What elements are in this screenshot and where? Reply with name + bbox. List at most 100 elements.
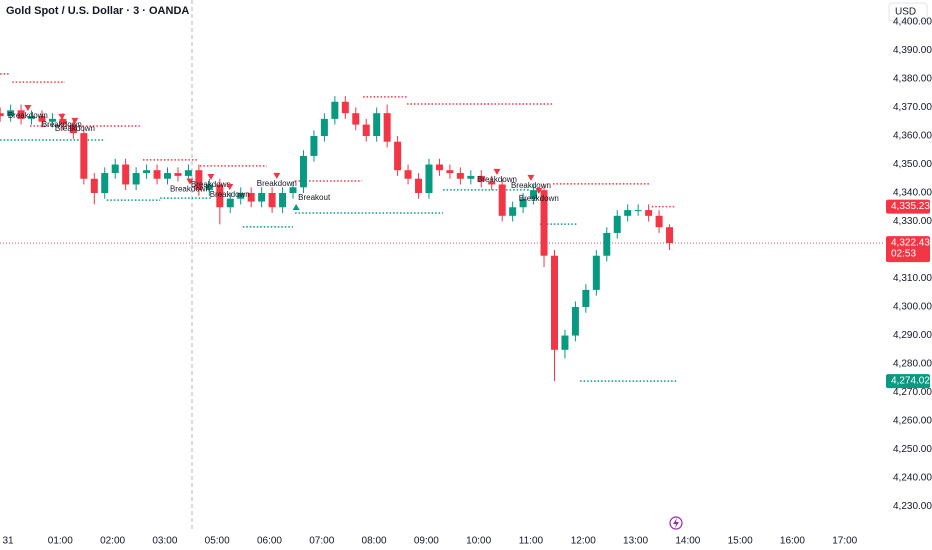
candle-body — [488, 181, 496, 185]
candle-body — [498, 184, 506, 216]
candle-body — [69, 124, 77, 134]
candle-body — [59, 118, 67, 125]
signal-marker — [292, 203, 300, 210]
x-tick-label: 11:00 — [519, 536, 544, 547]
candle-body — [477, 175, 485, 182]
candle-body — [268, 193, 276, 208]
candle-body — [299, 155, 307, 188]
candle-body — [561, 335, 569, 350]
x-tick-label: 10:00 — [466, 536, 491, 547]
y-tick-label: 4,300.000 — [893, 302, 932, 313]
lightning-icon[interactable] — [669, 516, 683, 530]
candle-body — [634, 210, 642, 212]
signal-marker — [24, 105, 32, 112]
candle-body — [383, 113, 391, 142]
candle-body — [310, 135, 318, 156]
candle-body — [341, 101, 349, 114]
signal-marker — [186, 178, 194, 185]
candle-body — [467, 175, 475, 179]
signal-marker — [493, 168, 501, 175]
price-label: 4,274.025 — [891, 376, 932, 387]
last-price-label: 4,322.435 — [891, 238, 932, 249]
x-tick-label: 12:00 — [571, 536, 596, 547]
candle-body — [603, 232, 611, 256]
candle-body — [132, 173, 140, 185]
candle-body — [90, 178, 98, 194]
signal-label: Breakdown — [8, 111, 48, 120]
y-tick-label: 4,350.000 — [893, 159, 932, 170]
x-tick-label: 08:00 — [362, 536, 387, 547]
y-tick-label: 4,290.000 — [893, 330, 932, 341]
signal-marker — [527, 174, 535, 181]
candle-body — [226, 198, 234, 208]
candle-body — [0, 113, 4, 117]
candle-body — [28, 116, 36, 119]
signal-label: Breakdown — [170, 185, 210, 194]
candle-body — [48, 118, 56, 122]
icon-circle — [669, 516, 683, 530]
price-label-box — [886, 374, 930, 389]
candle-body — [582, 289, 590, 308]
candle-body — [373, 113, 381, 136]
x-tick-label: 09:00 — [414, 536, 439, 547]
candle-body — [509, 207, 517, 216]
candle-body — [435, 164, 443, 171]
chart-title: Gold Spot / U.S. Dollar · 3 · OANDA — [6, 5, 189, 17]
x-tick-label: 31 — [2, 536, 14, 547]
candle-body — [174, 173, 182, 176]
x-tick-label: 15:00 — [728, 536, 753, 547]
candle-body — [205, 184, 213, 191]
x-tick-label: 05:00 — [205, 536, 230, 547]
signal-label: Breakdown — [55, 124, 95, 133]
x-tick-label: 14:00 — [675, 536, 700, 547]
candle-body — [17, 110, 25, 119]
y-tick-label: 4,380.000 — [893, 74, 932, 85]
candle-body — [153, 170, 161, 179]
signal-label: Breakdown — [191, 180, 231, 189]
candle-body — [289, 187, 297, 194]
y-tick-label: 4,240.000 — [893, 473, 932, 484]
candle-body — [216, 184, 224, 208]
y-tick-label: 4,280.000 — [893, 359, 932, 370]
candle-body — [164, 173, 172, 179]
x-tick-label: 17:00 — [832, 536, 857, 547]
candle-body — [279, 193, 287, 208]
candle-body — [624, 210, 632, 216]
x-tick-label: 02:00 — [100, 536, 125, 547]
candle-body — [258, 193, 266, 202]
y-tick-label: 4,310.000 — [893, 273, 932, 284]
candle-body — [415, 178, 423, 194]
signal-label: Breakdown — [210, 190, 250, 199]
y-tick-label: 4,230.000 — [893, 501, 932, 512]
y-tick-label: 4,360.000 — [893, 131, 932, 142]
candle-body — [540, 190, 548, 256]
candle-body — [645, 210, 653, 216]
candle-body — [613, 215, 621, 233]
x-tick-label: 03:00 — [152, 536, 177, 547]
signal-marker — [58, 113, 66, 120]
candle-body — [247, 193, 255, 202]
candle-body — [530, 190, 538, 199]
candle-body — [80, 133, 88, 179]
price-label-box — [886, 199, 930, 214]
candle-body — [425, 164, 433, 194]
signal-marker — [535, 188, 543, 195]
candle-body — [362, 124, 370, 136]
candle-body — [237, 193, 245, 199]
candle-body — [519, 198, 527, 208]
countdown: 02:53 — [891, 249, 916, 260]
y-tick-label: 4,270.000 — [893, 387, 932, 398]
candle-body — [666, 227, 674, 244]
icon-bolt — [673, 518, 679, 528]
y-tick-label: 4,340.000 — [893, 188, 932, 199]
currency-label: USD — [895, 7, 916, 18]
y-tick-label: 4,250.000 — [893, 444, 932, 455]
currency-button[interactable] — [888, 2, 928, 22]
x-tick-label: 01:00 — [48, 536, 73, 547]
candle-body — [122, 164, 130, 185]
y-tick-label: 4,330.000 — [893, 216, 932, 227]
candle-body — [331, 101, 339, 119]
y-tick-label: 4,260.000 — [893, 416, 932, 427]
